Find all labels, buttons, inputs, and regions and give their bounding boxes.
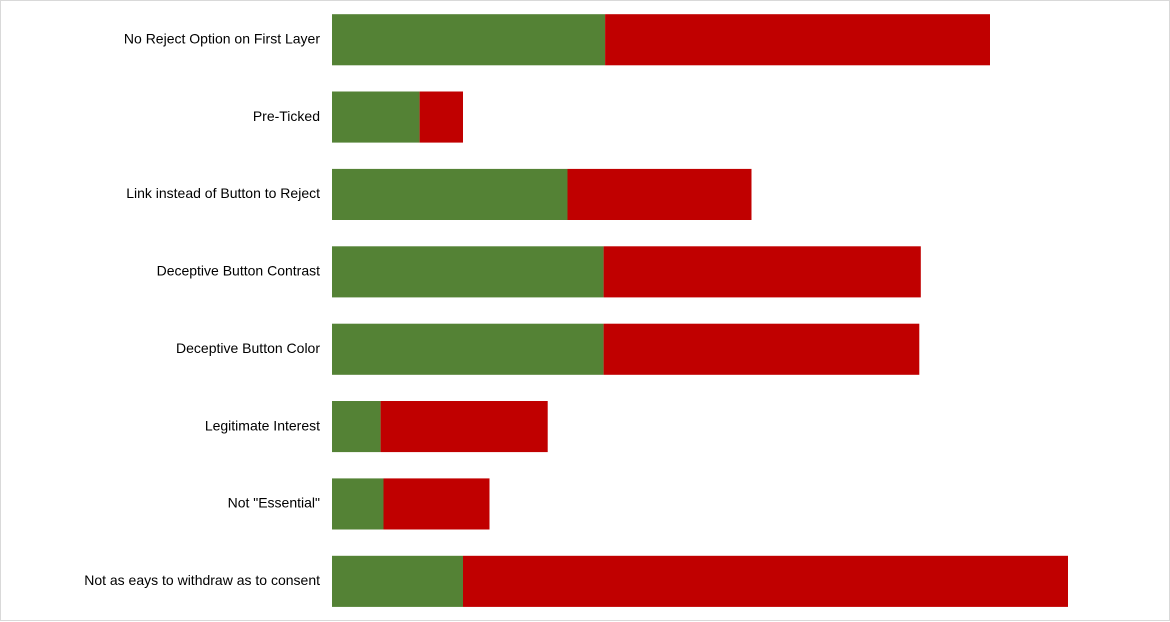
category-label: Not as eays to withdraw as to consent [84, 572, 320, 588]
bar-segment-1-row-3 [332, 168, 568, 220]
category-label: Pre-Ticked [253, 108, 320, 124]
bar-segment-2-row-7 [383, 478, 490, 530]
bar-segment-1-row-8 [332, 555, 463, 607]
bar-segment-1-row-5 [332, 323, 604, 375]
bar-segment-2-row-6 [380, 401, 548, 453]
bar-segment-1-row-4 [332, 246, 604, 298]
bar-segment-2-row-2 [419, 91, 463, 143]
bar-segment-1-row-7 [332, 478, 384, 530]
category-label: Link instead of Button to Reject [126, 185, 320, 201]
bars-group [332, 14, 1068, 607]
bar-segment-2-row-5 [603, 323, 920, 375]
bar-segment-1-row-1 [332, 14, 606, 66]
category-labels-group: No Reject Option on First Layer Pre-Ticke… [84, 30, 320, 588]
category-label: Deceptive Button Contrast [157, 263, 321, 279]
category-label: Not "Essential" [228, 495, 320, 511]
bar-segment-2-row-3 [567, 168, 752, 220]
bar-segment-1-row-6 [332, 401, 381, 453]
category-label: No Reject Option on First Layer [124, 30, 320, 46]
category-label: Legitimate Interest [205, 417, 320, 433]
bar-segment-2-row-1 [605, 14, 990, 66]
category-label: Deceptive Button Color [176, 340, 320, 356]
bar-segment-2-row-4 [603, 246, 921, 298]
bar-segment-1-row-2 [332, 91, 420, 143]
bar-segment-2-row-8 [463, 555, 1068, 607]
